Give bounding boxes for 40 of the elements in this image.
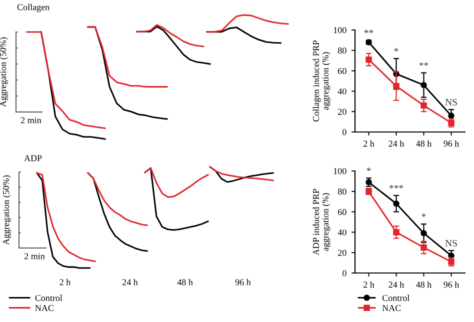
legend-label: NAC [382, 305, 401, 312]
annotation: ** [419, 62, 428, 66]
x-tick-label: 48 h [416, 281, 432, 288]
y-tick-label: 0 [342, 270, 346, 276]
annotation: * [422, 214, 426, 218]
y-axis-title: Collagen induced PRP aggregation (%) [312, 40, 330, 122]
annotation: 2 min [20, 117, 42, 124]
x-tick-label: 24 h [388, 140, 404, 147]
y-tick-label: 60 [338, 68, 346, 74]
legend-label: NAC [35, 305, 54, 312]
y-tick-label: 0 [342, 129, 346, 136]
y-axis-title: Aggregation (50%) [0, 37, 8, 107]
x-tick-label: 24 h [388, 281, 404, 288]
y-tick-label: 60 [338, 208, 346, 216]
chart-title: Collagen [17, 4, 50, 12]
legend-label: Control [382, 294, 410, 302]
y-tick-label: 100 [334, 168, 346, 174]
y-tick-label: 80 [338, 188, 346, 195]
legend-label: Control [35, 294, 62, 302]
y-tick-label: 40 [338, 88, 346, 94]
x-tick-label: 96 h [444, 281, 460, 288]
annotation: NS [445, 98, 457, 106]
x-tick-label: 96 h [444, 140, 460, 147]
chart-title: ADP [24, 155, 42, 162]
annotation: * [394, 48, 398, 52]
y-tick-label: 20 [338, 250, 346, 256]
y-tick-label: 80 [338, 48, 346, 54]
y-tick-label: 20 [338, 108, 346, 115]
x-tick-label: 2 h [364, 140, 374, 147]
y-axis-title: Aggregation (50%) [2, 175, 11, 245]
y-tick-label: 40 [338, 229, 346, 236]
annotation: *** [389, 184, 404, 189]
annotation: * [366, 168, 371, 172]
x-tick-label: 2 h [364, 281, 374, 288]
y-tick-label: 100 [334, 27, 346, 34]
y-axis-title: ADP induced PRP aggregation (%) [312, 188, 330, 256]
x-tick-label: 48 h [416, 140, 432, 147]
annotation: 2 min [24, 253, 45, 260]
annotation: ** [364, 30, 374, 34]
annotation: NS [445, 240, 457, 246]
